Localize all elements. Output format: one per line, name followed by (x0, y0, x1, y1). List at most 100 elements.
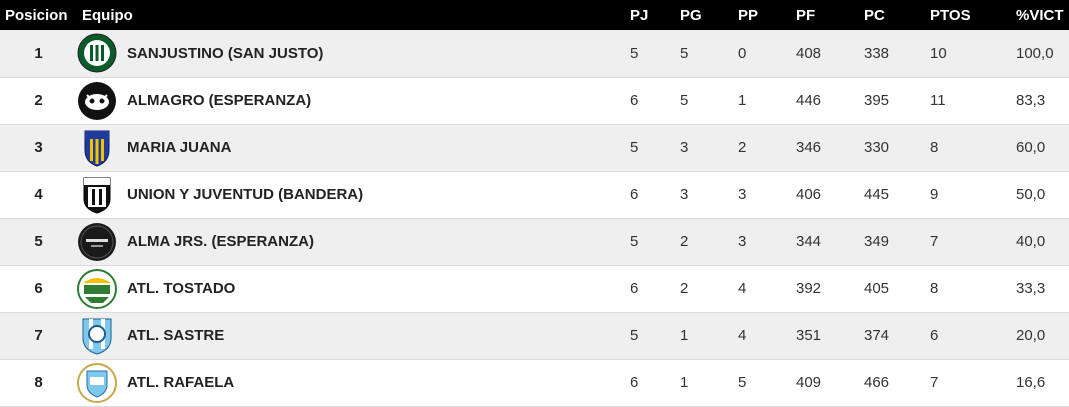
pp-cell: 1 (738, 92, 747, 109)
position-cell: 2 (34, 92, 43, 109)
pf-cell: 392 (796, 280, 822, 297)
pj-cell: 5 (630, 233, 639, 250)
header-pc[interactable]: PC (864, 6, 885, 24)
pf-cell: 446 (796, 92, 822, 109)
pvict-cell: 83,3 (1016, 92, 1046, 109)
ptos-cell: 8 (930, 280, 939, 297)
pg-cell: 2 (680, 280, 689, 297)
position-cell: 5 (34, 233, 43, 250)
team-cell[interactable]: ALMAGRO (ESPERANZA) (77, 77, 630, 124)
header-pg[interactable]: PG (680, 6, 702, 24)
team-cell[interactable]: ATL. RAFAELA (77, 359, 630, 406)
pp-cell: 0 (738, 44, 747, 62)
header-pj[interactable]: PJ (630, 6, 649, 24)
team-cell[interactable]: ALMA JRS. (ESPERANZA) (77, 218, 630, 265)
team-name: UNION Y JUVENTUD (BANDERA) (127, 186, 364, 203)
team-cell[interactable]: UNION Y JUVENTUD (BANDERA) (77, 171, 630, 218)
team-name: ATL. RAFAELA (127, 374, 235, 391)
pj-cell: 6 (630, 280, 639, 297)
pvict-cell: 16,6 (1016, 374, 1046, 391)
pj-cell: 6 (630, 186, 639, 203)
pf-cell: 346 (796, 139, 822, 156)
table-row: 4 UNION Y JUVENTUD (BANDERA) 6 3 3 406 4… (0, 171, 1069, 218)
pg-cell: 3 (680, 186, 689, 203)
ptos-cell: 6 (930, 327, 939, 344)
pc-cell: 338 (864, 44, 890, 62)
pvict-cell: 20,0 (1016, 327, 1046, 344)
team-cell[interactable]: MARIA JUANA (77, 124, 630, 171)
position-cell: 4 (34, 186, 43, 203)
pj-cell: 5 (630, 139, 639, 156)
header-pf[interactable]: PF (796, 6, 816, 24)
pp-cell: 5 (738, 374, 747, 391)
pc-cell: 349 (864, 233, 890, 250)
pg-cell: 1 (680, 374, 689, 391)
pp-cell: 2 (738, 139, 747, 156)
pc-cell: 445 (864, 186, 890, 203)
table-row: 8 ATL. RAFAELA 6 1 5 409 466 7 16,6 (0, 359, 1069, 406)
position-cell: 1 (34, 44, 43, 62)
ptos-cell: 8 (930, 139, 939, 156)
almagro-crest-icon (78, 81, 116, 120)
pj-cell: 6 (630, 374, 639, 391)
pvict-cell: 40,0 (1016, 233, 1046, 250)
pc-cell: 405 (864, 280, 890, 297)
header-posicion[interactable]: Posicion (5, 6, 68, 24)
pp-cell: 3 (738, 233, 747, 250)
position-cell: 7 (34, 327, 43, 344)
team-name: ALMA JRS. (ESPERANZA) (127, 233, 314, 250)
atl-sastre-crest-icon (82, 318, 112, 355)
table-row: 7 ATL. SASTRE 5 1 4 351 374 6 20,0 (0, 312, 1069, 359)
pj-cell: 5 (630, 44, 639, 62)
team-cell[interactable]: SANJUSTINO (SAN JUSTO) (77, 30, 630, 77)
table-header-row: Posicion Equipo PJ PG PP PF PC PTOS %VIC… (0, 0, 1069, 30)
maria-juana-crest-icon (84, 130, 110, 167)
header-ptos[interactable]: PTOS (930, 6, 971, 24)
table-row: 3 MARIA JUANA 5 3 2 346 330 8 (0, 124, 1069, 171)
table-row: 1 SANJUSTINO (SAN JUSTO) 5 5 0 408 338 (0, 30, 1069, 77)
atl-tostado-crest-icon (77, 268, 117, 309)
position-cell: 3 (34, 139, 43, 156)
pc-cell: 395 (864, 92, 890, 109)
table-row: 5 ALMA JRS. (ESPERANZA) 5 2 3 344 349 7 … (0, 218, 1069, 265)
pj-cell: 6 (630, 92, 639, 109)
team-cell[interactable]: ATL. SASTRE (77, 312, 630, 359)
pg-cell: 5 (680, 92, 689, 109)
pc-cell: 466 (864, 374, 890, 391)
position-cell: 8 (34, 374, 43, 391)
pc-cell: 330 (864, 139, 890, 156)
pvict-cell: 60,0 (1016, 139, 1046, 156)
table-row: 6 ATL. TOSTADO 6 2 4 392 405 8 33,3 (0, 265, 1069, 312)
header-equipo[interactable]: Equipo (82, 6, 133, 24)
team-name: ATL. TOSTADO (127, 280, 236, 297)
pj-cell: 5 (630, 327, 639, 344)
pg-cell: 3 (680, 139, 689, 156)
pg-cell: 1 (680, 327, 689, 344)
team-name: ALMAGRO (ESPERANZA) (127, 92, 312, 109)
pvict-cell: 33,3 (1016, 280, 1046, 297)
team-cell[interactable]: ATL. TOSTADO (77, 265, 630, 312)
pf-cell: 344 (796, 233, 822, 250)
ptos-cell: 7 (930, 374, 939, 391)
position-cell: 6 (34, 280, 43, 297)
pc-cell: 374 (864, 327, 890, 344)
pg-cell: 5 (680, 44, 689, 62)
pf-cell: 351 (796, 327, 822, 344)
team-name: SANJUSTINO (SAN JUSTO) (127, 44, 324, 62)
ptos-cell: 9 (930, 186, 939, 203)
pf-cell: 406 (796, 186, 822, 203)
table-row: 2 ALMAGRO (ESPERANZA) 6 5 1 446 395 (0, 77, 1069, 124)
ptos-cell: 10 (930, 44, 947, 62)
team-name: ATL. SASTRE (127, 327, 225, 344)
pp-cell: 4 (738, 280, 747, 297)
pf-cell: 408 (796, 44, 822, 62)
team-name: MARIA JUANA (127, 139, 232, 156)
sanjustino-crest-icon (77, 33, 117, 73)
ptos-cell: 7 (930, 233, 939, 250)
header-pvict[interactable]: %VICT (1016, 6, 1064, 24)
pf-cell: 409 (796, 374, 822, 391)
header-pp[interactable]: PP (738, 6, 759, 24)
alma-jrs-crest-icon (78, 222, 116, 261)
pp-cell: 4 (738, 327, 747, 344)
